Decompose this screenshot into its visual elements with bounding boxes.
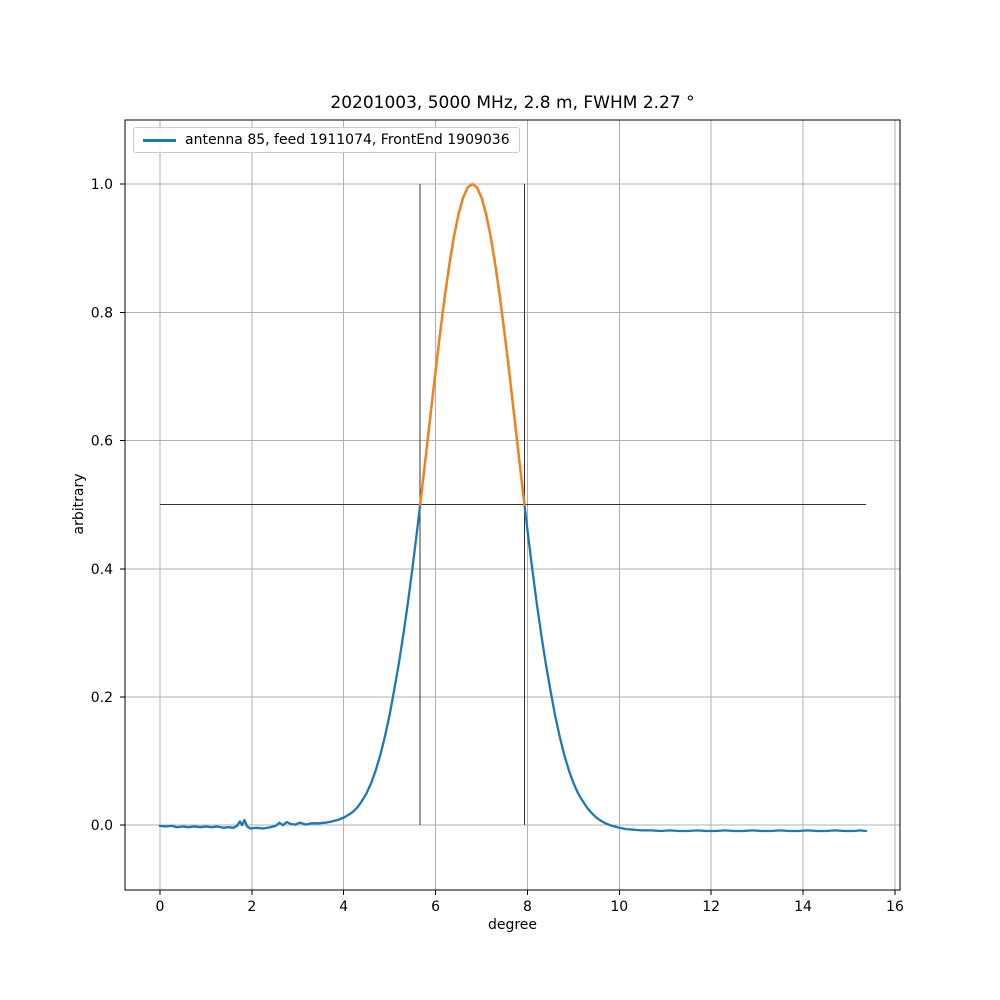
x-tick-label: 0 <box>155 899 164 915</box>
series-line-beam-pattern <box>158 182 868 833</box>
y-tick-label: 0.2 <box>91 690 113 706</box>
y-tick-label: 0.0 <box>91 818 113 834</box>
y-tick-label: 0.8 <box>91 305 113 321</box>
x-tick-label: 14 <box>794 899 812 915</box>
legend: antenna 85, feed 1911074, FrontEnd 19090… <box>133 127 520 153</box>
y-tick-label: 1.0 <box>91 177 113 193</box>
y-tick-label: 0.4 <box>91 562 113 578</box>
axes-spines <box>124 119 901 891</box>
x-tick-label: 4 <box>339 899 348 915</box>
x-tick-label: 12 <box>702 899 720 915</box>
legend-line-sample <box>143 138 176 142</box>
x-tick-label: 6 <box>431 899 440 915</box>
series-line-beam-above-half-max <box>419 182 526 506</box>
x-tick-label: 16 <box>886 899 904 915</box>
x-tick-label: 8 <box>523 899 532 915</box>
x-tick-label: 10 <box>610 899 628 915</box>
x-axis-label: degree <box>487 917 538 933</box>
x-tick-label: 2 <box>247 899 256 915</box>
y-tick-label: 0.6 <box>91 434 113 450</box>
y-axis-label: arbitrary <box>71 473 87 535</box>
chart-title: 20201003, 5000 MHz, 2.8 m, FWHM 2.27 ° <box>330 93 695 113</box>
legend-label: antenna 85, feed 1911074, FrontEnd 19090… <box>185 132 510 148</box>
